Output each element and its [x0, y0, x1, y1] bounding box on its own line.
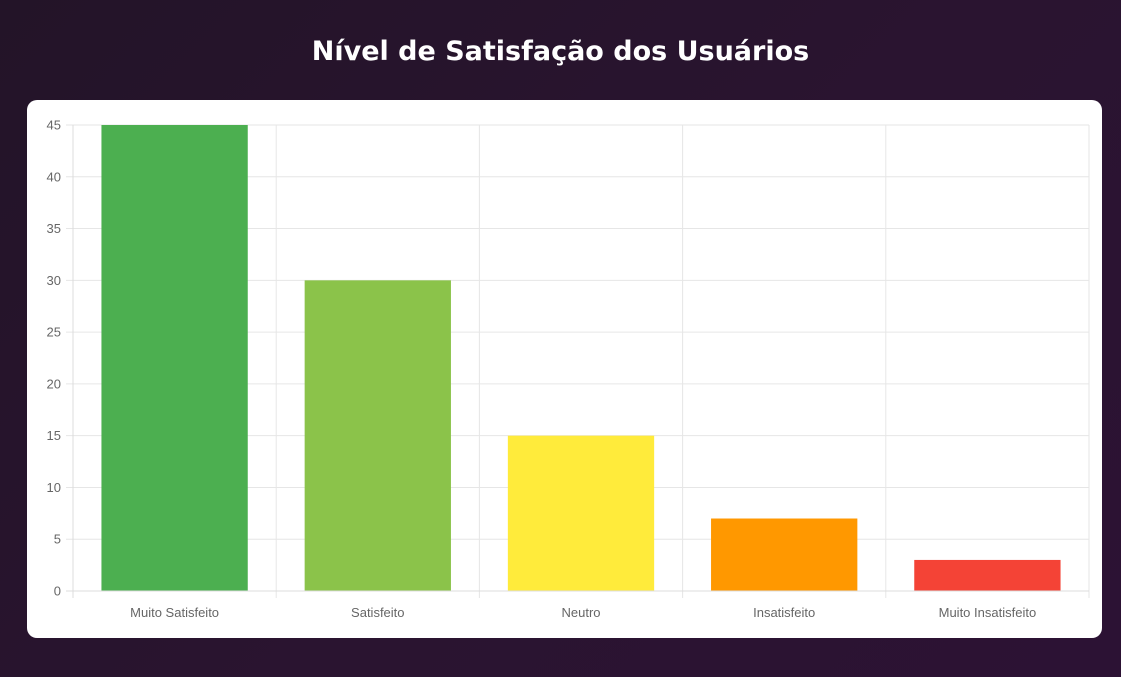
y-tick-label: 45: [47, 118, 61, 133]
y-tick-labels: 0 5 10 15 20 25 30 35 40 45: [47, 118, 61, 599]
bar-chart: 0 5 10 15 20 25 30 35 40 45 Muito Satisfeito Satis…: [47, 118, 1090, 620]
x-tick-label: Neutro: [561, 605, 600, 620]
bar-satisfeito[interactable]: [304, 280, 451, 591]
chart-card: 0 5 10 15 20 25 30 35 40 45 Muito Satisfeito Satis…: [27, 100, 1102, 638]
x-tick-labels: Muito Satisfeito Satisfeito Neutro Insatisf…: [130, 605, 1036, 620]
bar-insatisfeito[interactable]: [711, 518, 858, 591]
bars: [101, 125, 1061, 591]
bar-muito-satisfeito[interactable]: [101, 125, 248, 591]
page-title: Nível de Satisfação dos Usuários: [311, 36, 810, 67]
x-tick-label: Muito Satisfeito: [130, 605, 219, 620]
y-tick-label: 10: [47, 480, 61, 495]
y-tick-label: 15: [47, 428, 61, 443]
bar-muito-insatisfeito[interactable]: [914, 559, 1061, 591]
y-tick-label: 35: [47, 221, 61, 236]
x-tick-label: Satisfeito: [351, 605, 404, 620]
y-tick-label: 5: [54, 532, 61, 547]
axes: [66, 125, 1089, 598]
bar-neutro[interactable]: [507, 435, 655, 591]
y-tick-label: 20: [47, 376, 61, 391]
x-tick-label: Muito Insatisfeito: [939, 605, 1037, 620]
y-tick-label: 40: [47, 169, 61, 184]
y-tick-label: 25: [47, 325, 61, 340]
x-tick-label: Insatisfeito: [753, 605, 815, 620]
y-tick-label: 0: [54, 584, 61, 599]
y-tick-label: 30: [47, 273, 61, 288]
